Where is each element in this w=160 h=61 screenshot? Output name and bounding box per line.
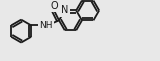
Text: NH: NH <box>39 21 53 30</box>
Text: N: N <box>61 5 68 15</box>
Text: O: O <box>50 1 58 11</box>
